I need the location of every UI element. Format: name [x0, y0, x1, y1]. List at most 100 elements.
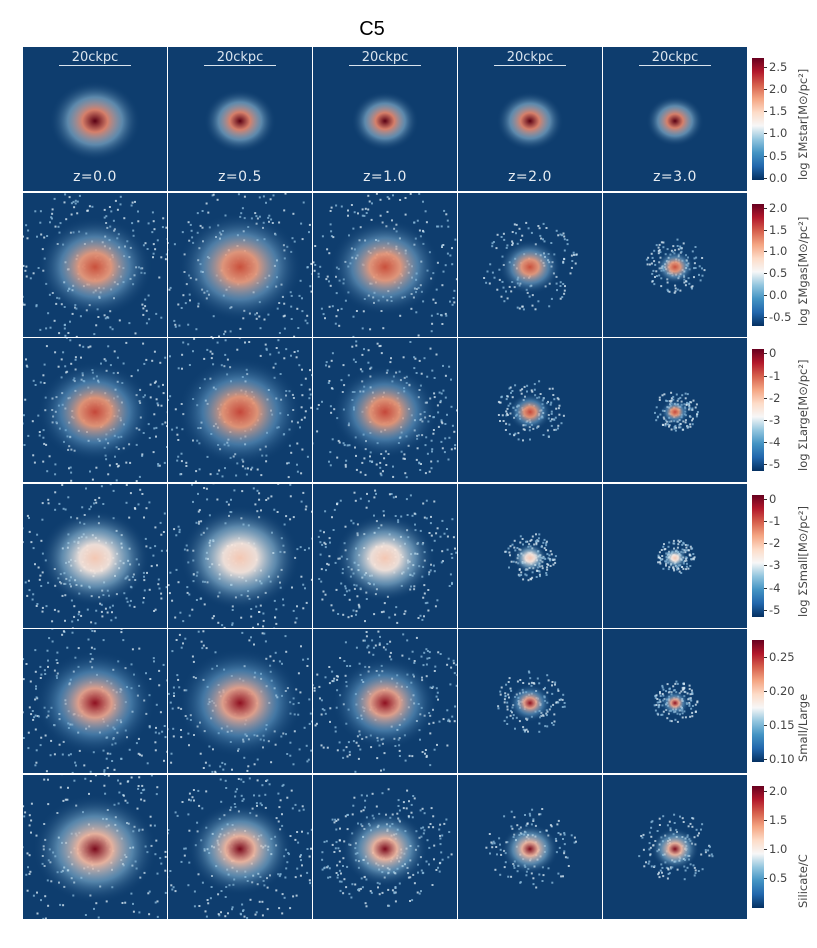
- colorbar-tick-label: 0.5: [769, 266, 788, 281]
- galaxy-map: [603, 629, 747, 773]
- colorbar-row-6: 2.0 1.5 1.0 0.5: [752, 784, 787, 908]
- galaxy-map: [168, 629, 312, 773]
- galaxy-map: [603, 338, 747, 482]
- colorbar-label: log ΣLarge[M⊙/pc²]: [796, 359, 810, 471]
- colorbar-tick-label: -5: [769, 602, 781, 617]
- colorbar-gradient: [752, 640, 764, 762]
- panel-r3-c3: [313, 338, 457, 482]
- colorbar-gradient: [752, 785, 764, 908]
- galaxy-map: [23, 483, 167, 628]
- colorbar-tick-mark: [764, 498, 767, 500]
- colorbar-tick-label: 0: [769, 491, 777, 506]
- colorbar-tick-label: -4: [769, 580, 781, 595]
- panel-r3-c2: [168, 338, 312, 482]
- panel-r2-c1: [23, 192, 167, 337]
- colorbar-tick-mark: [764, 565, 767, 567]
- panel-r5-c4: [458, 629, 602, 773]
- colorbar-label: log ΣMgas[M⊙/pc²]: [796, 216, 810, 326]
- colorbar-gradient: [752, 203, 764, 326]
- scale-bar-label: 20ckpc: [71, 50, 119, 65]
- colorbar-tick-mark: [764, 229, 767, 231]
- figure-title: C5: [359, 18, 385, 40]
- colorbar-tick-mark: [764, 273, 767, 275]
- colorbar-tick-label: 1.0: [769, 126, 788, 141]
- panel-r2-c5: [603, 192, 747, 337]
- panel-r2-c4: [458, 192, 602, 337]
- colorbar-tick-mark: [764, 758, 767, 760]
- galaxy-map: [168, 774, 312, 919]
- panel-r4-c3: [313, 483, 457, 628]
- colorbar-label: Small/Large: [796, 693, 810, 762]
- colorbar-tick-mark: [764, 791, 767, 793]
- colorbar-tick-label: 0.5: [769, 148, 788, 163]
- galaxy-map: [23, 774, 167, 919]
- colorbar-label: log ΣSmall[M⊙/pc²]: [796, 505, 810, 617]
- scale-bar-label: 20ckpc: [651, 50, 699, 65]
- scale-bar: 20ckpc: [23, 50, 167, 66]
- colorbar-tick-label: 0.5: [769, 871, 788, 886]
- galaxy-map: [313, 192, 457, 337]
- panel-r6-c3: [313, 774, 457, 919]
- panel-r4-c1: [23, 483, 167, 628]
- colorbar-label: log ΣMstar[M⊙/pc²]: [796, 68, 810, 180]
- colorbar-tick-mark: [764, 820, 767, 822]
- galaxy-map: [458, 338, 602, 482]
- galaxy-map: [313, 483, 457, 628]
- panel-r1-c4: 20ckpc z=2.0: [458, 47, 602, 191]
- panel-grid: 20ckpc z=0.0 20ckpc z=0.5 20ckpc z=1.0 20ckpc z…: [23, 47, 747, 919]
- colorbar-tick-mark: [764, 587, 767, 589]
- colorbar-tick-label: 0.10: [769, 751, 795, 766]
- colorbar-tick-label: 1.5: [769, 104, 788, 119]
- panel-r5-c2: [168, 629, 312, 773]
- redshift-label: z=0.0: [73, 169, 117, 185]
- colorbar-tick-mark: [764, 724, 767, 726]
- colorbar-tick-mark: [764, 419, 767, 421]
- galaxy-map: [168, 47, 312, 191]
- galaxy-map: [603, 483, 747, 628]
- colorbar-tick-mark: [764, 442, 767, 444]
- colorbar-tick-label: -1: [769, 368, 781, 383]
- colorbar-tick-label: 0.15: [769, 717, 795, 732]
- colorbar-tick-label: -3: [769, 558, 781, 573]
- colorbar-tick-mark: [764, 464, 767, 466]
- panel-r3-c4: [458, 338, 602, 482]
- colorbar-tick-label: 2.0: [769, 784, 788, 799]
- colorbar-row-3: 0 -1 -2 -3 -4 -5: [752, 346, 780, 471]
- galaxy-map: [458, 192, 602, 337]
- colorbar-row-1: 2.5 2.0 1.5 1.0 0.5 0.0: [752, 58, 787, 185]
- scale-bar-line: [639, 65, 711, 66]
- colorbar-tick-label: 0.25: [769, 649, 795, 664]
- panel-r1-c2: 20ckpc z=0.5: [168, 47, 312, 191]
- colorbar-tick-label: 1.0: [769, 842, 788, 857]
- colorbar-row-5: 0.25 0.20 0.15 0.10: [752, 640, 795, 766]
- panel-r4-c2: [168, 483, 312, 628]
- colorbar-tick-label: 2.5: [769, 59, 788, 74]
- panel-r6-c4: [458, 774, 602, 919]
- colorbar-gradient: [752, 494, 764, 617]
- panel-r5-c1: [23, 629, 167, 773]
- colorbar-tick-mark: [764, 878, 767, 880]
- panel-r1-c5: 20ckpc z=3.0: [603, 47, 747, 191]
- scale-bar: 20ckpc: [313, 50, 457, 66]
- scale-bar-label: 20ckpc: [506, 50, 554, 65]
- colorbar-tick-label: 0: [769, 346, 777, 361]
- colorbar-tick-label: 0.0: [769, 288, 788, 302]
- colorbar-tick-mark: [764, 66, 767, 68]
- galaxy-map: [458, 774, 602, 919]
- colorbar-tick-mark: [764, 207, 767, 209]
- galaxy-map: [603, 47, 747, 191]
- colorbar-tick-mark: [764, 521, 767, 523]
- scale-bar-line: [59, 65, 131, 66]
- colorbar-tick-mark: [764, 543, 767, 545]
- colorbar-tick-label: -2: [769, 536, 781, 551]
- panel-r6-c2: [168, 774, 312, 919]
- colorbar-tick-label: 0.0: [769, 170, 788, 185]
- colorbar-tick-mark: [764, 375, 767, 377]
- galaxy-map: [603, 192, 747, 337]
- colorbar-row-2: 2.0 1.5 1.0 0.5 0.0 -0.5: [752, 201, 791, 326]
- panel-r5-c5: [603, 629, 747, 773]
- colorbar-tick-label: -4: [769, 435, 781, 450]
- colorbar-tick-label: -2: [769, 390, 781, 405]
- galaxy-map: [168, 338, 312, 482]
- galaxy-map: [23, 338, 167, 482]
